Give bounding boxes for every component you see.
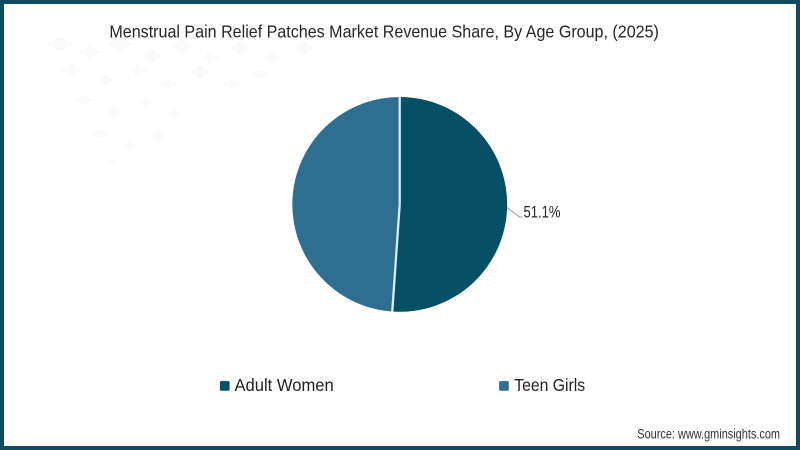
- svg-text:Menstrual Pain Relief Patches: Menstrual Pain Relief Patches Market Rev…: [109, 22, 659, 42]
- svg-text:Source: www.gminsights.com: Source: www.gminsights.com: [637, 426, 780, 441]
- svg-text:Teen Girls: Teen Girls: [514, 375, 585, 395]
- svg-text:51.1%: 51.1%: [524, 203, 561, 222]
- svg-text:Adult Women: Adult Women: [235, 375, 334, 395]
